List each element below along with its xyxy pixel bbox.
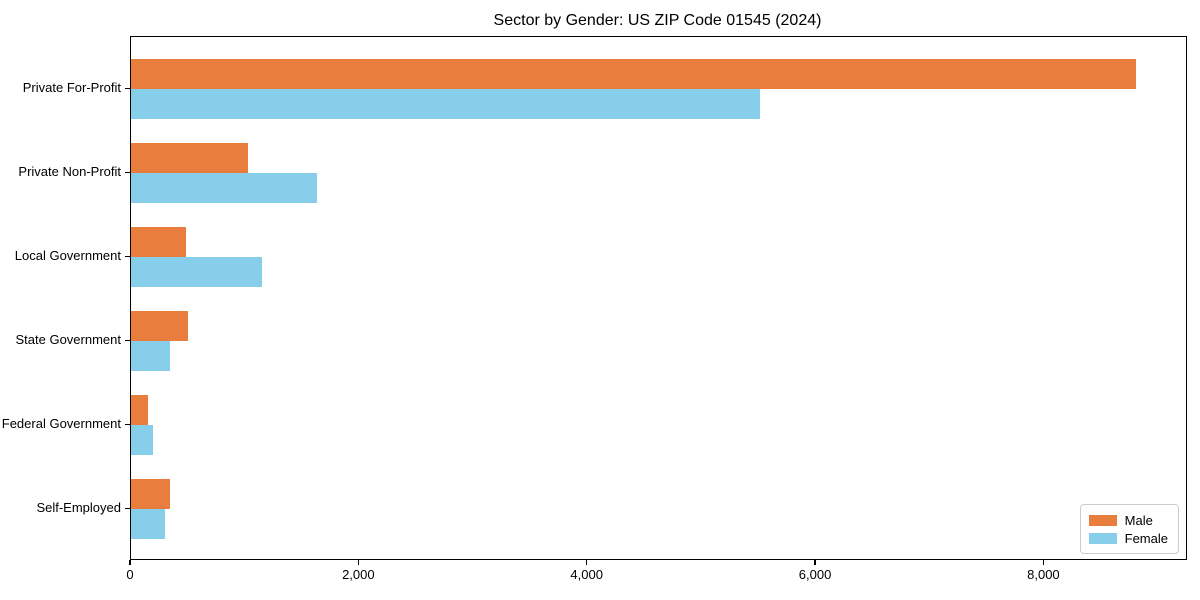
bar-female [131,425,153,456]
bar-female [131,341,170,372]
y-tick-label: State Government [15,332,122,348]
x-tick-label: 4,000 [570,567,603,582]
legend-swatch-male [1088,514,1117,526]
bar-male [131,143,248,174]
x-tick-mark [814,559,816,565]
y-tick-label: Private For-Profit [22,80,121,96]
bar-female [131,257,263,288]
x-tick-mark [585,559,588,565]
y-tick-mark [125,87,130,90]
bar-male [131,395,149,426]
x-tick-label: 0 [126,567,134,582]
x-tick-label: 6,000 [798,567,832,582]
y-tick-mark [125,423,130,426]
bar-female [131,509,166,540]
legend-label: Male [1124,512,1153,528]
y-tick-mark [125,255,130,258]
bar-male [131,311,189,342]
bar-male [131,59,1136,90]
y-tick-label: Federal Government [1,416,121,432]
bar-female [131,89,760,120]
bar-male [131,479,171,510]
bar-male [131,227,186,258]
plot-area: Male Female [130,36,1187,560]
y-tick-mark [125,171,130,174]
legend-entry: Female [1088,529,1168,547]
y-tick-mark [125,507,130,510]
y-tick-mark [125,339,130,342]
x-tick-mark [129,559,131,565]
legend-swatch-female [1088,532,1117,544]
y-tick-label: Local Government [14,248,121,264]
chart-title: Sector by Gender: US ZIP Code 01545 (202… [493,12,822,29]
legend-label: Female [1124,530,1168,546]
x-tick-label: 8,000 [1027,567,1060,582]
legend: Male Female [1079,504,1179,554]
x-tick-label: 2,000 [342,567,375,582]
x-tick-mark [357,559,360,565]
y-tick-label: Private Non-Profit [18,164,121,180]
bar-female [131,173,318,204]
legend-entry: Male [1088,511,1168,529]
x-tick-mark [1042,559,1045,565]
y-tick-label: Self-Employed [36,500,121,516]
